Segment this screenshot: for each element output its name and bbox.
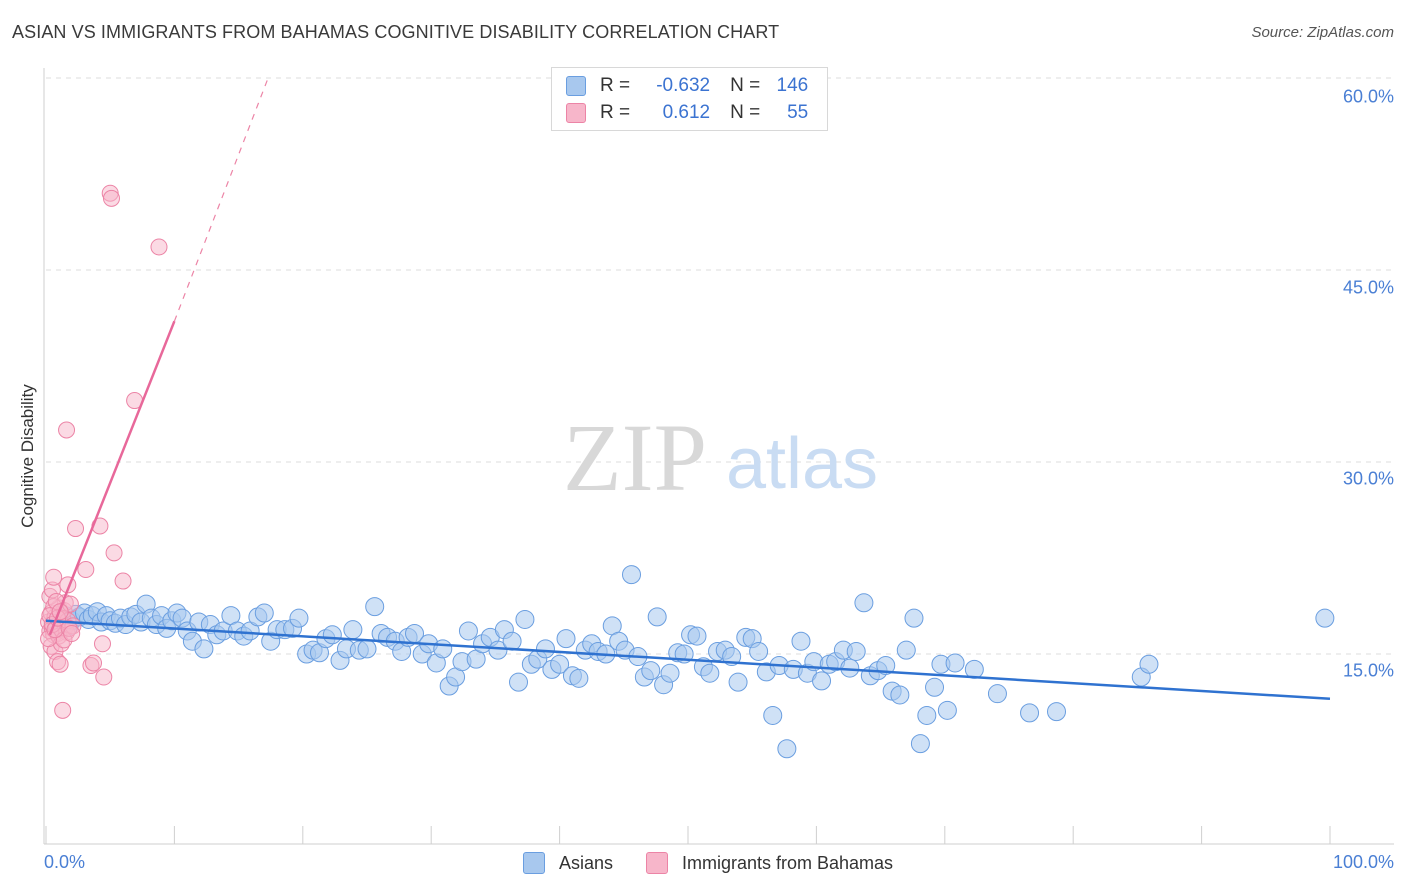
asians-point	[854, 593, 874, 613]
asians-point	[812, 671, 832, 691]
asians-point	[791, 631, 811, 651]
asians-point	[987, 684, 1007, 704]
bahamas-point	[77, 561, 95, 579]
bahamas-point	[105, 544, 123, 562]
gridlines	[46, 77, 1394, 655]
legend-row-bahamas: R = 0.612 N = 55	[566, 101, 808, 125]
asians-point	[910, 734, 930, 754]
pink-swatch-icon	[566, 103, 586, 123]
asians-point	[904, 608, 924, 628]
asians-point	[660, 663, 680, 683]
watermark: ZIP atlas	[563, 404, 878, 511]
asians-point	[365, 597, 385, 617]
asians-point	[728, 672, 748, 692]
asians-point	[433, 639, 453, 659]
asians-point	[917, 705, 937, 725]
asians-point	[763, 705, 783, 725]
bahamas-point	[45, 568, 63, 586]
asians-point	[322, 625, 342, 645]
asians-point	[647, 607, 667, 627]
bahamas-point	[150, 238, 168, 256]
y-tick-label: 60.0%	[1342, 86, 1394, 107]
n-label: N =	[730, 102, 761, 123]
bahamas-point	[67, 520, 85, 538]
chart-title: ASIAN VS IMMIGRANTS FROM BAHAMAS COGNITI…	[12, 22, 780, 42]
asians-point	[876, 656, 896, 676]
bahamas-point	[54, 701, 72, 719]
asians-point	[509, 672, 529, 692]
r-value: 0.612	[662, 102, 711, 123]
asians-point	[1020, 703, 1040, 723]
asians-point	[343, 620, 363, 640]
bahamas-point	[63, 625, 81, 643]
asians-point	[550, 654, 570, 674]
bahamas-trendline-extension	[173, 77, 269, 322]
asians-point	[925, 677, 945, 697]
asians-points	[46, 565, 1335, 759]
bahamas-point	[51, 655, 69, 673]
asians-point	[1047, 702, 1067, 722]
n-value: 146	[776, 75, 809, 96]
asians-point	[194, 639, 214, 659]
asians-point	[937, 700, 957, 720]
asians-point	[458, 621, 478, 641]
n-value: 55	[787, 102, 809, 123]
legend-item-asians[interactable]: Asians	[523, 852, 613, 874]
asians-point	[700, 663, 720, 683]
asians-point	[289, 608, 309, 628]
asians-point	[1315, 608, 1335, 628]
legend-item-bahamas[interactable]: Immigrants from Bahamas	[646, 852, 893, 874]
asians-point	[556, 629, 576, 649]
bahamas-point	[95, 668, 113, 686]
asians-point	[535, 639, 555, 659]
asians-point	[749, 641, 769, 661]
asians-point	[254, 603, 274, 623]
bahamas-trendline	[48, 320, 176, 636]
correlation-legend: R = -0.632 N = 146 R = 0.612 N = 55	[551, 67, 828, 131]
asians-point	[896, 640, 916, 660]
asians-point	[488, 640, 508, 660]
watermark-atlas: atlas	[726, 424, 878, 504]
asians-point	[641, 661, 661, 681]
blue-swatch-icon	[566, 76, 586, 96]
pink-swatch-icon	[646, 852, 668, 874]
n-label: N =	[730, 75, 761, 96]
y-tick-label: 30.0%	[1342, 468, 1394, 489]
asians-point	[846, 641, 866, 661]
trendlines	[45, 77, 1331, 701]
blue-swatch-icon	[523, 852, 545, 874]
watermark-zip: ZIP	[563, 404, 707, 511]
bahamas-point	[102, 189, 120, 207]
axes	[43, 68, 1394, 845]
asians-point	[357, 639, 377, 659]
r-value: -0.632	[656, 75, 711, 96]
asians-trendline	[45, 619, 1331, 701]
legend-row-asians: R = -0.632 N = 146	[566, 74, 808, 98]
y-tick-label: 15.0%	[1342, 660, 1394, 681]
r-label: R =	[600, 102, 631, 123]
bahamas-point	[114, 572, 132, 590]
series-legend: Asians Immigrants from Bahamas	[0, 852, 1406, 876]
asians-point	[1139, 654, 1159, 674]
legend-label: Asians	[559, 852, 614, 873]
bahamas-point	[58, 421, 76, 439]
bahamas-points	[40, 184, 168, 719]
y-tick-label: 45.0%	[1342, 277, 1394, 298]
bahamas-point	[93, 635, 111, 653]
x-tick-label: 0.0%	[44, 852, 86, 872]
r-label: R =	[600, 75, 631, 96]
asians-point	[945, 653, 965, 673]
x-tick-label: 100.0%	[1332, 852, 1394, 872]
asians-point	[622, 565, 642, 585]
asians-point	[515, 609, 535, 629]
asians-point	[777, 739, 797, 759]
asians-point	[890, 685, 910, 705]
asians-point	[687, 626, 707, 646]
asians-point	[569, 668, 589, 688]
source-label: Source: ZipAtlas.com	[1251, 24, 1394, 41]
legend-label: Immigrants from Bahamas	[682, 852, 894, 873]
bahamas-point	[85, 654, 103, 672]
